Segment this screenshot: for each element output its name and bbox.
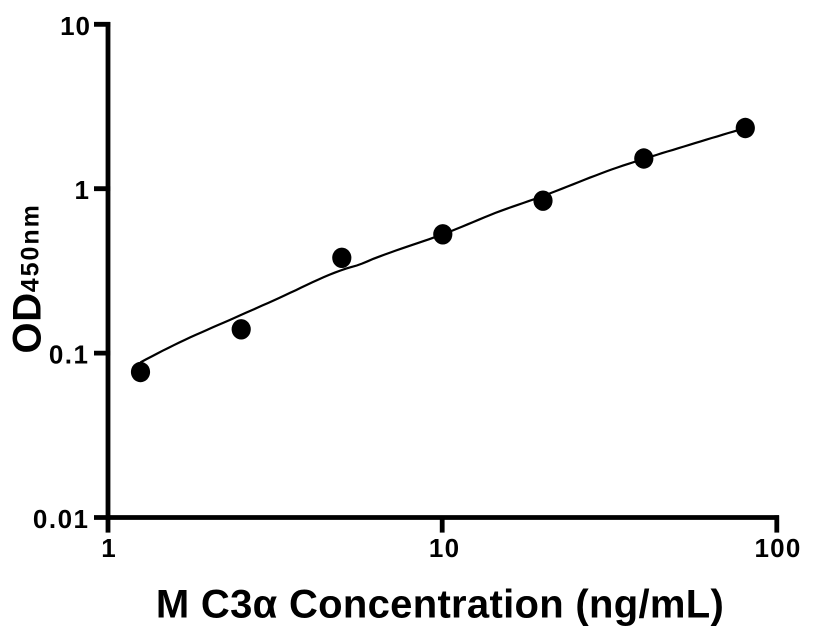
svg-text:10: 10: [60, 11, 91, 41]
svg-text:0.1: 0.1: [49, 340, 90, 370]
svg-text:1: 1: [101, 533, 115, 563]
svg-text:10: 10: [429, 533, 460, 563]
svg-text:100: 100: [755, 533, 802, 563]
svg-text:M C3α Concentration (ng/mL): M C3α Concentration (ng/mL): [156, 582, 724, 626]
svg-text:1: 1: [75, 175, 89, 205]
svg-text:OD450nm: OD450nm: [6, 203, 50, 353]
svg-text:0.01: 0.01: [33, 504, 90, 534]
